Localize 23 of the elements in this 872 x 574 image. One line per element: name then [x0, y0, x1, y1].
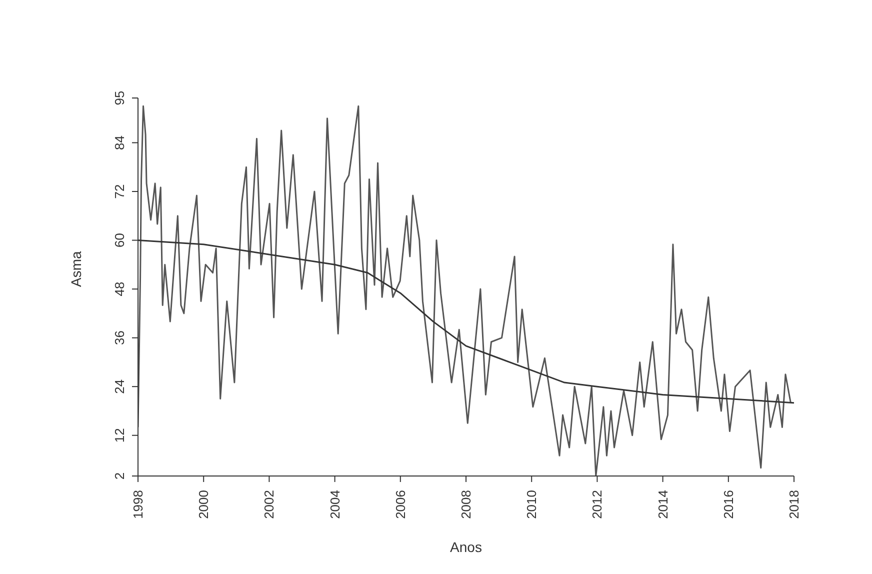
y-tick-label: 72 [112, 184, 127, 199]
x-axis-title: Anos [450, 539, 482, 555]
x-tick-label: 2004 [327, 490, 342, 519]
y-tick-label: 48 [112, 282, 127, 296]
y-axis-title: Asma [68, 251, 84, 287]
y-tick-label: 12 [112, 428, 127, 443]
x-tick-label: 2000 [196, 490, 212, 519]
y-tick-label: 2 [112, 472, 127, 480]
x-tick-label: 2014 [655, 490, 670, 519]
y-tick-label: 36 [112, 330, 127, 346]
x-tick-label: 2016 [720, 490, 736, 519]
x-tick-label: 2012 [590, 490, 605, 519]
x-tick-label: 2002 [262, 490, 277, 519]
x-tick-label: 2008 [458, 490, 474, 519]
x-tick-label: 2010 [524, 490, 540, 519]
y-tick-label: 95 [112, 90, 127, 106]
y-tick-label: 60 [112, 233, 127, 248]
y-tick-label: 84 [112, 135, 127, 150]
x-tick-label: 2018 [786, 490, 802, 519]
x-tick-label: 1998 [130, 490, 146, 519]
line-series [138, 105, 792, 476]
x-tick-label: 2006 [392, 490, 408, 519]
y-tick-label: 24 [112, 379, 127, 394]
